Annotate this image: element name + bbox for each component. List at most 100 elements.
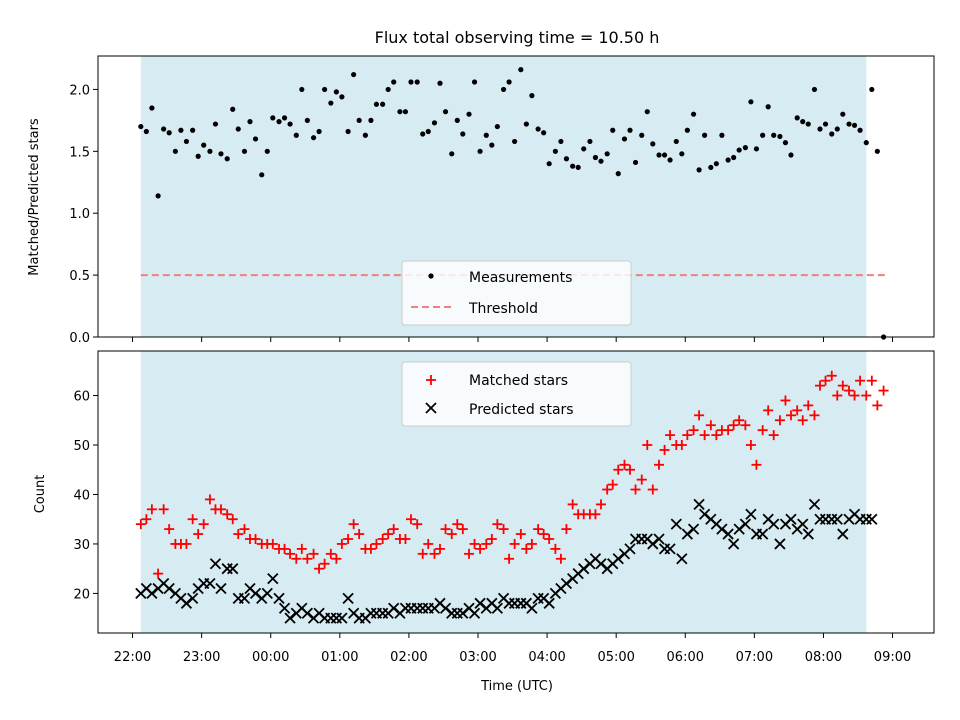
measurement-point: [201, 142, 207, 148]
matched-star-point: [429, 548, 440, 559]
legend-predicted-marker: [425, 402, 437, 414]
measurement-point: [195, 153, 201, 159]
matched-star-point: [348, 519, 359, 530]
predicted-star-mark-b: [543, 597, 555, 609]
measurement-point: [829, 131, 835, 137]
measurement-point: [207, 148, 213, 154]
predicted-star-mark-b: [468, 607, 481, 619]
x-tick-label: 08:00: [805, 650, 842, 665]
predicted-star-point: [866, 513, 878, 525]
measurement-point: [471, 79, 478, 85]
legend-threshold-label: Threshold: [468, 301, 538, 317]
predicted-star-mark-b: [336, 612, 348, 624]
matched-star-point: [855, 375, 866, 386]
measurement-point: [650, 141, 656, 147]
predicted-star-mark-b: [267, 572, 279, 585]
measurement-point: [414, 79, 420, 85]
measurement-point: [299, 86, 305, 93]
matched-star-point: [837, 380, 848, 391]
matched-star-point: [723, 425, 734, 436]
matched-star-point: [820, 375, 831, 386]
predicted-star-point: [802, 528, 814, 540]
measurement-point: [690, 111, 697, 117]
matched-star-point: [780, 395, 791, 406]
matched-star-point: [832, 390, 843, 401]
matched-star-point: [619, 459, 630, 470]
predicted-star-mark-b: [727, 538, 740, 550]
predicted-star-mark-b: [537, 592, 550, 605]
matched-star-point: [198, 519, 209, 530]
predicted-star-mark-b: [497, 592, 510, 605]
matched-star-point: [595, 499, 606, 510]
predicted-star-point: [739, 518, 752, 530]
predicted-star-point: [785, 513, 797, 525]
predicted-star-point: [261, 587, 273, 600]
measurement-point: [541, 130, 547, 136]
measurement-point: [632, 159, 639, 166]
matched-star-point: [642, 440, 653, 450]
matched-star-point: [388, 524, 399, 535]
measurement-point: [627, 127, 633, 133]
matched-star-point: [515, 529, 526, 540]
measurement-point: [224, 156, 230, 162]
measurement-point: [500, 86, 507, 93]
predicted-star-mark-b: [342, 592, 354, 605]
matched-star-point: [768, 430, 779, 441]
predicted-star-point: [209, 558, 222, 570]
measurement-point: [293, 132, 299, 138]
predicted-star-mark-b: [273, 592, 285, 605]
measurement-point: [742, 145, 748, 151]
matched-star-point: [740, 420, 751, 431]
predicted-star-mark-b: [261, 587, 273, 600]
measurement-point: [402, 109, 409, 115]
predicted-star-mark-b: [785, 513, 797, 525]
measurement-point: [610, 127, 616, 133]
measurement-point: [512, 138, 518, 145]
measurement-point: [869, 86, 875, 93]
predicted-star-point: [204, 577, 216, 590]
matched-star-point: [826, 370, 837, 381]
x-tick-label: 03:00: [459, 650, 496, 665]
measurement-point: [333, 89, 339, 95]
measurement-point: [310, 135, 317, 141]
predicted-star-mark-b: [837, 528, 849, 540]
predicted-star-mark-b: [209, 558, 222, 570]
predicted-star-point: [491, 602, 503, 614]
predicted-star-mark-b: [434, 597, 446, 609]
matched-star-point: [135, 519, 146, 530]
predicted-star-mark-b: [163, 582, 175, 595]
predicted-star-mark-b: [347, 607, 360, 619]
measurement-point: [483, 132, 489, 138]
matched-star-point: [872, 400, 883, 411]
predicted-star-mark-b: [249, 587, 262, 600]
measurement-point: [587, 138, 593, 145]
bottom-y-tick-label: 30: [73, 538, 90, 553]
x-tick-label: 09:00: [874, 650, 911, 665]
predicted-star-mark-b: [808, 498, 821, 511]
measurement-point: [753, 146, 760, 152]
matched-star-point: [296, 543, 307, 554]
matched-star-point: [647, 484, 658, 495]
predicted-star-point: [768, 518, 780, 530]
matched-star-point: [302, 553, 313, 564]
predicted-star-point: [664, 543, 676, 555]
predicted-star-mark-b: [676, 553, 688, 565]
matched-star-point: [204, 494, 215, 505]
predicted-star-mark-b: [227, 563, 239, 575]
measurement-point: [667, 157, 673, 163]
measurement-point: [385, 86, 391, 93]
measurement-point: [143, 128, 149, 135]
predicted-star-mark-b: [802, 528, 814, 540]
predicted-star-mark-b: [664, 543, 676, 555]
measurement-point: [322, 86, 328, 93]
measurement-point: [408, 79, 414, 85]
measurement-point: [731, 154, 737, 161]
predicted-star-point: [676, 553, 688, 565]
matched-star-point: [555, 553, 566, 564]
measurement-point: [506, 79, 512, 85]
predicted-star-mark-b: [757, 528, 769, 540]
matched-star-point: [728, 420, 739, 431]
measurement-point: [615, 170, 621, 177]
matched-star-point: [279, 543, 290, 554]
measurement-point: [328, 100, 334, 106]
